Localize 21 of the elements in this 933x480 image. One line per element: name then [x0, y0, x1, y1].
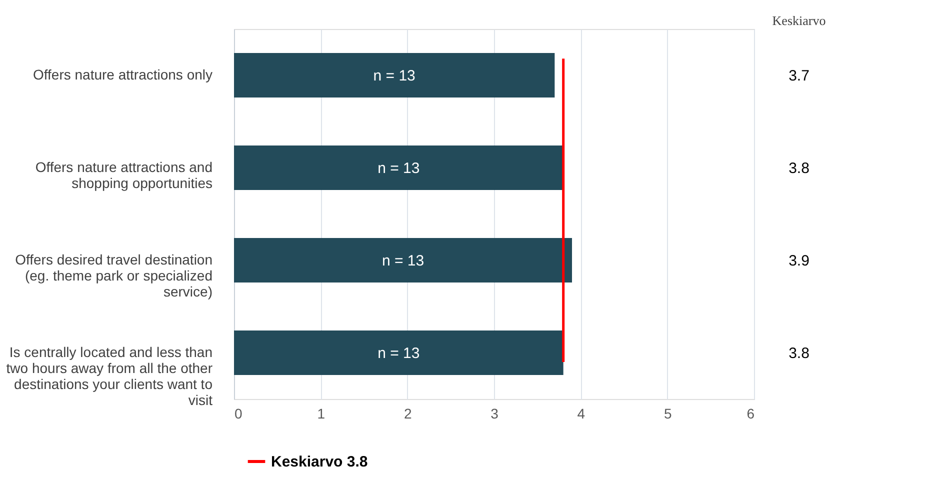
- x-tick-label: 5: [664, 406, 672, 422]
- annotation: n = 13: [382, 252, 424, 270]
- x-tick-label: 6: [746, 406, 755, 422]
- annotation: n = 13: [373, 67, 416, 84]
- text: Keskiarvo: [772, 13, 826, 28]
- y-tick-label: Is centrally located and less than two hours away from all the other destinations your clients want to visit: [6, 344, 213, 408]
- annotation: n = 13: [378, 344, 420, 362]
- x-tick-label: 0: [234, 406, 242, 422]
- x-tick-label: 3: [490, 406, 499, 422]
- data-label: 3.8: [788, 344, 810, 362]
- y-tick-label: Offers desired travel destination (eg. theme park or specialized service): [15, 251, 212, 300]
- x-tick-label: 4: [577, 406, 586, 422]
- y-tick-label: Offers nature attractions only: [33, 66, 212, 82]
- data-label: 3.9: [788, 252, 810, 270]
- data-label: 3.7: [788, 67, 810, 84]
- x-tick-label: 2: [404, 406, 412, 422]
- data-label: 3.8: [788, 160, 810, 177]
- annotation: n = 13: [378, 160, 420, 177]
- y-tick-label: Offers nature attractions and shopping opportunities: [35, 158, 212, 191]
- x-tick-label: 1: [317, 406, 326, 422]
- legend-label: Keskiarvo 3.8: [271, 454, 368, 470]
